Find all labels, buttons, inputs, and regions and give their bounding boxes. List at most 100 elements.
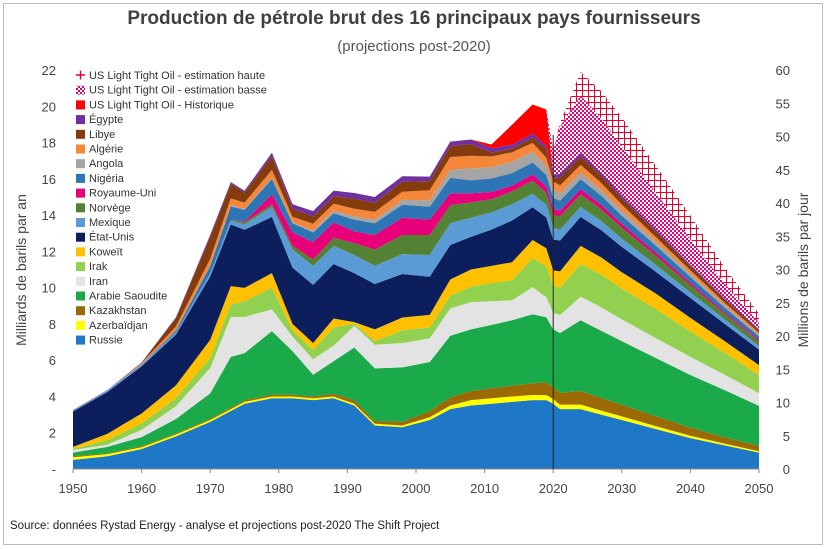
legend-swatch: [76, 100, 85, 110]
y2-tick-label: 55: [776, 96, 790, 111]
legend-label: Arabie Saoudite: [89, 291, 167, 303]
legend-label: Kazakhstan: [89, 305, 146, 317]
area-algerie: [73, 142, 759, 411]
legend-item-us-light-tight-oil-estimation-haute: US Light Tight Oil - estimation haute: [76, 70, 265, 82]
area-etat-unis: [73, 207, 759, 447]
area-royaume-uni: [73, 174, 759, 411]
legend-item-algerie: Algérie: [76, 144, 123, 156]
legend-item-libye: Libye: [76, 129, 115, 141]
x-tick-label: 2020: [539, 481, 568, 496]
legend-label: État-Unis: [89, 231, 135, 244]
source-note: Source: données Rystad Energy - analyse …: [10, 520, 440, 532]
y-tick-label: 8: [49, 317, 56, 332]
y-axis-label: Milliards de barils par an: [13, 194, 29, 346]
legend-item-us-light-tight-oil-estimation-basse: US Light Tight Oil - estimation basse: [76, 85, 267, 97]
y-tick-label: 18: [42, 136, 56, 151]
x-tick-label: 2030: [607, 481, 636, 496]
area-nigeria: [73, 162, 759, 411]
y-tick-label: 20: [42, 99, 56, 114]
legend-item-kazakhstan: Kazakhstan: [76, 305, 146, 317]
legend-item-russie: Russie: [76, 335, 123, 347]
y-tick-label: 12: [42, 244, 56, 259]
legend-label: Norvège: [89, 202, 131, 214]
legend-label: US Light Tight Oil - estimation haute: [89, 70, 265, 82]
legend-item-angola: Angola: [76, 158, 124, 170]
y-tick-label: 22: [42, 63, 56, 78]
legend-swatch: [76, 276, 85, 286]
y2-tick-label: 0: [783, 462, 790, 477]
legend-item-egypte: Égypte: [76, 113, 123, 126]
x-tick-label: 2040: [676, 481, 705, 496]
legend-label: Iran: [89, 276, 108, 288]
y2-tick-label: 40: [776, 196, 790, 211]
legend-swatch: [76, 203, 85, 213]
y2-tick-label: 10: [776, 396, 790, 411]
legend-swatch: [76, 232, 85, 242]
legend-item-mexique: Mexique: [76, 217, 131, 229]
y-tick-label: 6: [49, 353, 56, 368]
legend-item-nigeria: Nigéria: [76, 173, 125, 185]
legend-label: Russie: [89, 335, 123, 347]
y2-tick-label: 60: [776, 63, 790, 78]
legend-swatch: [76, 335, 85, 345]
legend-label: Égypte: [89, 113, 123, 126]
legend-swatch: [76, 291, 85, 301]
area-arabie-saoudite: [73, 314, 759, 457]
y2-axis-label: Millions de barils par jour: [795, 192, 811, 347]
legend-swatch: [76, 173, 85, 183]
y-tick-label: -: [52, 462, 56, 477]
legend-label: Royaume-Uni: [89, 188, 156, 200]
legend-swatch: [76, 218, 85, 227]
y-tick-label: 4: [49, 389, 56, 404]
legend-item-royaume-uni: Royaume-Uni: [76, 188, 156, 200]
y2-tick-label: 25: [776, 296, 790, 311]
legend-item-irak: Irak: [76, 261, 108, 273]
legend-swatch: [76, 85, 85, 95]
area-irak: [73, 258, 759, 450]
area-iran: [73, 287, 759, 453]
legend-item-iran: Iran: [76, 276, 108, 288]
x-tick-label: 1990: [333, 481, 362, 496]
legend-label: Koweït: [89, 246, 123, 258]
x-tick-label: 1980: [264, 481, 293, 496]
legend-swatch: [76, 188, 85, 198]
y-tick-label: 14: [42, 208, 56, 223]
area-koweit: [73, 239, 759, 450]
area-angola: [73, 151, 759, 411]
legend-swatch: [76, 247, 85, 257]
x-tick-label: 1950: [59, 481, 88, 496]
legend-item-etat-unis: État-Unis: [76, 231, 135, 244]
legend-label: Angola: [89, 158, 124, 170]
legend-swatch: [76, 306, 85, 316]
y-tick-label: 10: [42, 281, 56, 296]
x-tick-label: 1970: [196, 481, 225, 496]
legend-label: Mexique: [89, 217, 131, 229]
y-tick-label: 16: [42, 172, 56, 187]
y2-tick-label: 5: [783, 429, 790, 444]
legend-swatch: [76, 262, 85, 272]
chart-subtitle: (projections post-2020): [337, 38, 491, 55]
legend-label: US Light Tight Oil - estimation basse: [89, 85, 267, 97]
x-tick-label: 2000: [402, 481, 431, 496]
y2-tick-label: 20: [776, 329, 790, 344]
legend-swatch: [76, 115, 85, 125]
legend-swatch: [76, 320, 85, 330]
legend-item-arabie-saoudite: Arabie Saoudite: [76, 291, 167, 303]
legend-label: Azerbaïdjan: [89, 320, 148, 332]
legend-label: Algérie: [89, 144, 123, 156]
y2-tick-label: 15: [776, 362, 790, 377]
x-tick-label: 1960: [127, 481, 156, 496]
legend-label: Nigéria: [89, 173, 125, 185]
legend-item-us-light-tight-oil-historique: US Light Tight Oil - Historique: [76, 99, 234, 111]
legend-swatch: [76, 129, 85, 139]
x-tick-label: 2050: [745, 481, 774, 496]
legend-swatch: [76, 159, 85, 169]
legend: US Light Tight Oil - estimation haute US …: [76, 70, 267, 347]
legend-item-koweit: Koweït: [76, 246, 123, 258]
area-layer: [73, 71, 759, 469]
legend-label: US Light Tight Oil - Historique: [89, 99, 234, 111]
legend-swatch: [76, 144, 85, 154]
y2-tick-label: 30: [776, 263, 790, 278]
legend-item-norvege: Norvège: [76, 202, 131, 214]
